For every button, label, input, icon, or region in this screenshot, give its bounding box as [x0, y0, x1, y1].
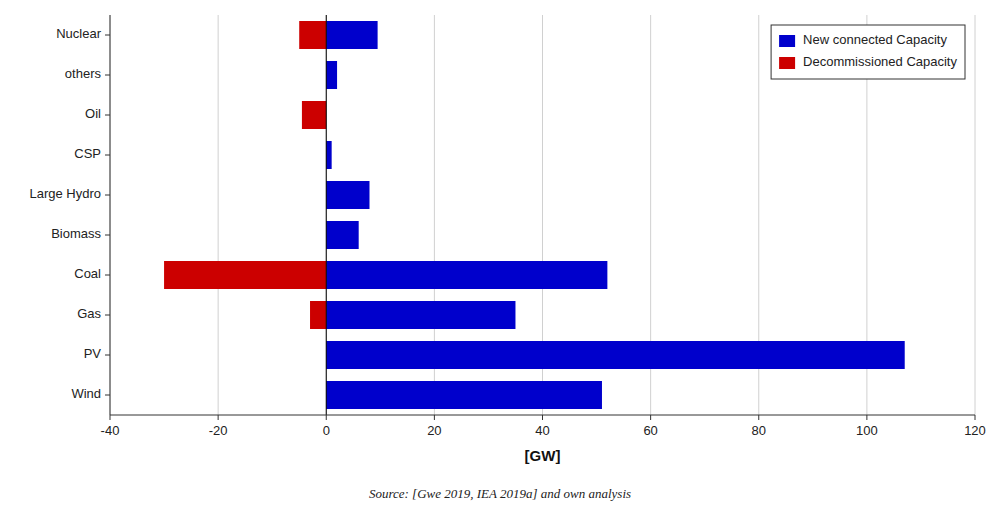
bar: [358, 221, 359, 249]
x-tick: [434, 415, 435, 420]
x-tick: [758, 415, 759, 420]
legend: New connected Capacity Decommissioned Cap…: [771, 25, 965, 79]
bar: [326, 341, 904, 369]
y-tick-label: Gas: [77, 306, 101, 321]
bar: [326, 181, 369, 209]
y-tick-label: CSP: [74, 146, 101, 161]
bar: [326, 301, 515, 329]
source-note: Source: [Gwe 2019, IEA 2019a] and own an…: [369, 486, 631, 501]
y-tick: [105, 35, 110, 36]
x-tick-label: 40: [535, 423, 549, 438]
x-tick: [542, 415, 543, 420]
y-tick-label: Nuclear: [56, 26, 101, 41]
y-tick-label: Coal: [74, 266, 101, 281]
y-tick: [105, 115, 110, 116]
y-tick: [105, 235, 110, 236]
y-tick: [105, 195, 110, 196]
x-axis-label: [GW]: [525, 447, 561, 464]
legend-swatch: [779, 57, 795, 69]
legend-label: New connected Capacity: [803, 32, 947, 47]
grid-line: [975, 15, 976, 415]
x-tick: [110, 415, 111, 420]
x-tick: [975, 415, 976, 420]
bar: [326, 221, 358, 249]
y-tick: [105, 275, 110, 276]
y-tick: [105, 155, 110, 156]
x-tick-label: -20: [209, 423, 228, 438]
bar: [331, 141, 332, 169]
legend-swatch: [779, 35, 795, 47]
x-tick: [866, 415, 867, 420]
bar: [904, 341, 905, 369]
y-tick: [105, 395, 110, 396]
zero-line: [326, 15, 327, 415]
y-tick-label: Biomass: [51, 226, 101, 241]
x-tick-label: 60: [643, 423, 657, 438]
x-tick-label: 80: [752, 423, 766, 438]
x-tick: [650, 415, 651, 420]
bar: [337, 61, 338, 89]
x-tick: [326, 415, 327, 420]
y-tick-label: Oil: [85, 106, 101, 121]
bar: [299, 21, 326, 49]
legend-frame: [771, 25, 965, 79]
bar: [302, 101, 326, 129]
y-tick: [105, 315, 110, 316]
grid: [110, 15, 975, 415]
x-tick-label: 0: [323, 423, 330, 438]
legend-label: Decommissioned Capacity: [803, 54, 957, 69]
y-tick-label: others: [65, 66, 102, 81]
bar: [326, 141, 331, 169]
x-tick-label: -40: [101, 423, 120, 438]
y-tick: [105, 75, 110, 76]
x-tick-label: 100: [856, 423, 878, 438]
bar: [164, 261, 326, 289]
x-tick: [218, 415, 219, 420]
y-tick: [105, 355, 110, 356]
bar: [310, 301, 326, 329]
y-tick-label: Wind: [71, 386, 101, 401]
grid-line: [326, 15, 327, 415]
bar: [326, 61, 337, 89]
bar: [369, 181, 370, 209]
bar: [326, 261, 607, 289]
x-tick-label: 120: [964, 423, 986, 438]
x-tick-label: 20: [427, 423, 441, 438]
bar: [326, 21, 377, 49]
y-tick-label: PV: [84, 346, 102, 361]
grid-line: [218, 15, 219, 415]
bar: [601, 381, 602, 409]
chart: -40 -20 0 20 40 60 80 100 120 Wind PV Gas Coal Biomas…: [0, 0, 1000, 512]
y-tick-label: Large Hydro: [29, 186, 101, 201]
bar: [326, 381, 602, 409]
